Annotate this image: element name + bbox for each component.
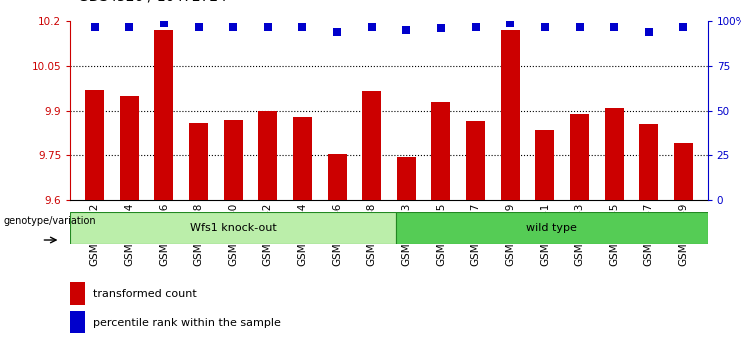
Bar: [85, 90, 104, 200]
Point: [89, 24, 101, 29]
Bar: [396, 212, 708, 244]
Point: [435, 25, 447, 31]
Point: [677, 24, 689, 29]
Bar: [674, 143, 693, 200]
Bar: [570, 114, 589, 200]
Point: [539, 24, 551, 29]
Bar: [328, 154, 347, 200]
Bar: [397, 157, 416, 200]
Point: [262, 24, 273, 29]
Text: genotype/variation: genotype/variation: [4, 216, 96, 226]
Bar: [259, 110, 277, 200]
Point: [505, 20, 516, 26]
Point: [574, 24, 585, 29]
Bar: [466, 121, 485, 200]
Text: GDS4526 / 10472724: GDS4526 / 10472724: [78, 0, 227, 4]
Point: [193, 24, 205, 29]
Bar: [70, 212, 396, 244]
Point: [123, 24, 135, 29]
Point: [608, 24, 620, 29]
Bar: [293, 116, 312, 200]
Bar: [362, 91, 381, 200]
Bar: [120, 96, 139, 200]
Point: [643, 29, 655, 35]
Bar: [639, 124, 658, 200]
Text: Wfs1 knock-out: Wfs1 knock-out: [190, 223, 276, 233]
Bar: [605, 108, 624, 200]
Text: percentile rank within the sample: percentile rank within the sample: [93, 318, 281, 328]
Point: [400, 27, 412, 33]
Point: [227, 24, 239, 29]
Point: [296, 24, 308, 29]
Bar: [70, 311, 85, 333]
Bar: [535, 130, 554, 200]
Bar: [189, 122, 208, 200]
Bar: [154, 30, 173, 200]
Point: [331, 29, 343, 35]
Point: [158, 20, 170, 26]
Bar: [431, 102, 451, 200]
Text: wild type: wild type: [526, 223, 577, 233]
Bar: [501, 30, 519, 200]
Text: transformed count: transformed count: [93, 289, 196, 299]
Bar: [70, 282, 85, 305]
Point: [366, 24, 378, 29]
Bar: [224, 120, 243, 200]
Point: [470, 24, 482, 29]
